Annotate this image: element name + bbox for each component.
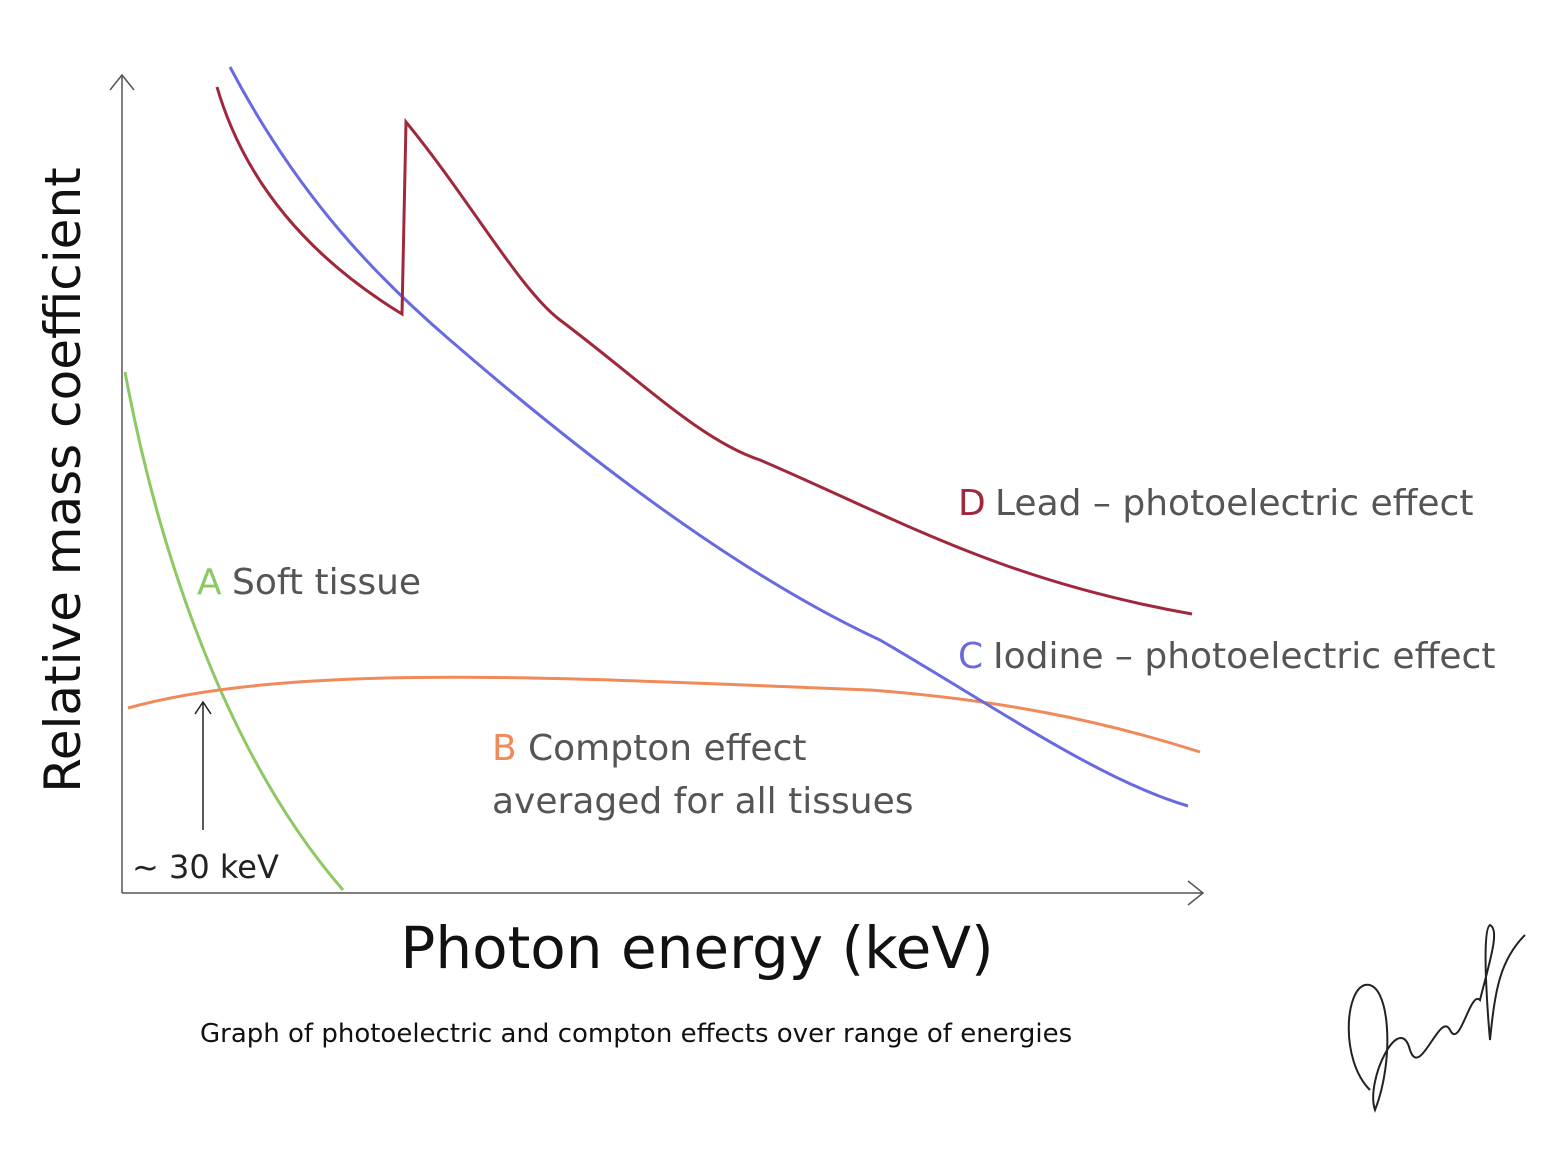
curve-label: Lead – photoelectric effect	[995, 483, 1473, 524]
annotation-arrowhead	[194, 700, 212, 715]
curve-letter: A	[197, 562, 222, 603]
annotation: ~ 30 keV	[132, 848, 279, 886]
curve-label: averaged for all tissues	[492, 781, 913, 822]
curve-a	[123, 371, 345, 891]
curve-letter: C	[958, 636, 983, 677]
caption: Graph of photoelectric and compton effec…	[200, 1019, 1072, 1049]
curve-label: Iodine – photoelectric effect	[993, 636, 1495, 677]
curve-b	[127, 675, 1201, 754]
curve-letter: D	[958, 483, 986, 524]
y-axis-label: Relative mass coefficient	[34, 167, 92, 793]
curve-letter: B	[492, 728, 517, 769]
signature	[1347, 923, 1526, 1113]
curve-label: Soft tissue	[232, 562, 421, 603]
y-axis-arrow	[109, 73, 135, 91]
x-axis-label: Photon energy (keV)	[400, 914, 993, 982]
curve-label: Compton effect	[528, 728, 807, 769]
curve-d	[215, 86, 1193, 616]
x-axis-arrow	[1187, 880, 1205, 906]
curve-c	[228, 66, 1189, 808]
